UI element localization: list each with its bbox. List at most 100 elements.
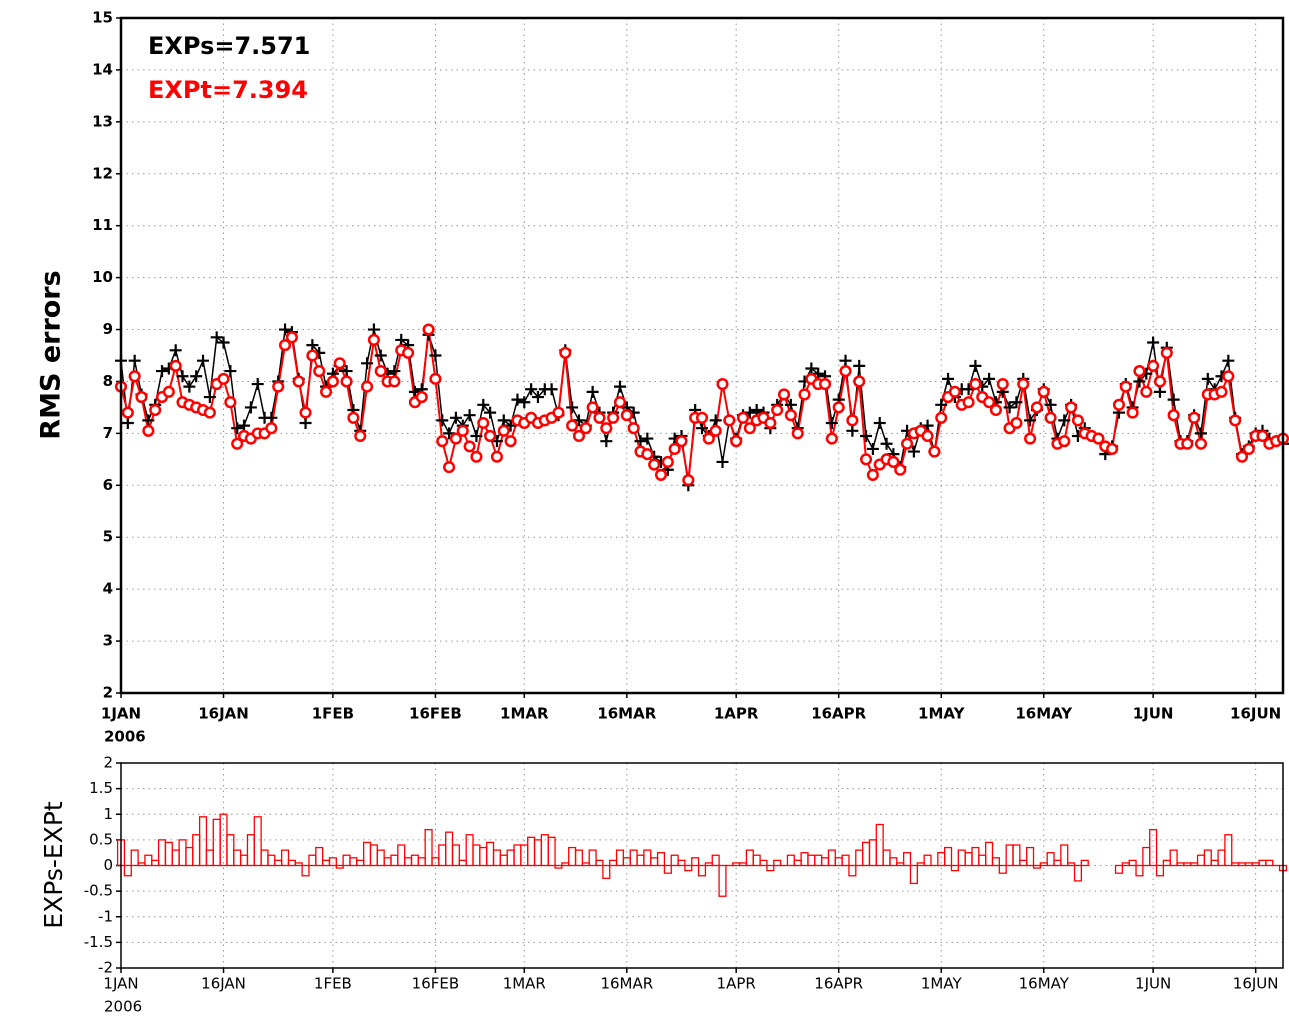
marker: [484, 406, 497, 419]
bar: [287, 859, 296, 867]
bar: [1190, 862, 1199, 867]
bar: [738, 862, 748, 867]
bar: [410, 854, 419, 867]
marker: [1092, 432, 1105, 445]
bar: [861, 841, 871, 867]
bar: [1005, 844, 1014, 867]
bar: [1203, 849, 1212, 867]
bar: [527, 836, 536, 867]
bar: [732, 862, 741, 867]
marker: [156, 365, 169, 378]
marker: [921, 429, 934, 443]
marker: [983, 372, 996, 385]
marker: [600, 422, 613, 435]
marker: [989, 403, 1002, 417]
marker: [566, 401, 579, 414]
marker: [709, 424, 722, 437]
bar: [253, 816, 262, 867]
bar: [568, 846, 577, 867]
bar: [246, 834, 255, 867]
bar: [855, 849, 864, 867]
bar: [137, 862, 146, 867]
marker: [518, 396, 531, 409]
y-tick-label: 5: [103, 528, 113, 546]
bar: [615, 849, 625, 867]
bar: [766, 864, 775, 872]
bar: [1162, 859, 1171, 867]
marker: [135, 390, 148, 404]
marker: [197, 354, 210, 367]
marker: [238, 419, 251, 432]
bar: [431, 857, 440, 867]
marker: [128, 370, 141, 383]
marker: [661, 455, 674, 468]
marker: [784, 398, 797, 411]
bar: [1196, 854, 1206, 867]
marker: [695, 411, 709, 424]
bar: [1258, 859, 1267, 867]
marker: [839, 354, 852, 367]
marker: [825, 417, 838, 429]
marker: [169, 344, 182, 357]
marker: [907, 445, 920, 458]
marker: [668, 442, 681, 456]
marker: [463, 440, 476, 453]
x-tick-label: 1MAR: [503, 975, 546, 993]
marker: [142, 414, 155, 427]
marker: [1024, 414, 1037, 427]
marker: [627, 422, 640, 435]
bar: [1169, 849, 1178, 867]
bar: [1073, 864, 1083, 882]
marker: [935, 411, 948, 424]
x-tick-label: 1APR: [714, 705, 759, 723]
marker: [969, 359, 982, 372]
marker: [176, 370, 189, 383]
bar: [1114, 864, 1124, 874]
marker: [1222, 354, 1235, 367]
bar: [369, 844, 378, 867]
bar: [547, 836, 556, 867]
bar: [239, 854, 249, 867]
x-tick-label: 16MAY: [1019, 975, 1070, 993]
bar: [978, 854, 987, 867]
bar: [1039, 862, 1048, 867]
bar: [711, 854, 720, 867]
marker: [299, 406, 312, 419]
bar: [1080, 859, 1089, 867]
bar: [1210, 859, 1219, 867]
marker: [1017, 378, 1030, 391]
x-tick-label: 16MAY: [1015, 705, 1073, 723]
bar: [964, 852, 973, 867]
marker: [873, 417, 886, 429]
y-tick-label: 1.5: [89, 779, 113, 797]
bar: [363, 841, 372, 867]
bar: [308, 854, 317, 867]
marker: [497, 424, 510, 437]
marker: [641, 448, 654, 461]
bar: [328, 857, 337, 867]
bar: [609, 859, 618, 867]
bar: [1155, 864, 1165, 877]
marker: [347, 411, 360, 424]
bar: [916, 862, 925, 867]
marker: [436, 435, 449, 448]
bar: [438, 844, 447, 867]
bar: [540, 834, 549, 867]
bar: [274, 859, 283, 867]
marker: [839, 365, 852, 378]
bar: [622, 857, 631, 867]
y-tick-label: 2: [103, 684, 113, 702]
marker: [415, 390, 428, 404]
bar: [185, 846, 194, 867]
marker: [552, 406, 565, 419]
marker: [470, 450, 483, 463]
marker: [224, 365, 237, 378]
bar: [321, 859, 331, 867]
marker: [709, 414, 722, 427]
bar: [848, 864, 857, 877]
marker: [702, 432, 715, 445]
bar: [417, 857, 426, 867]
bar: [192, 834, 201, 867]
marker: [142, 424, 155, 437]
bar: [561, 862, 570, 867]
